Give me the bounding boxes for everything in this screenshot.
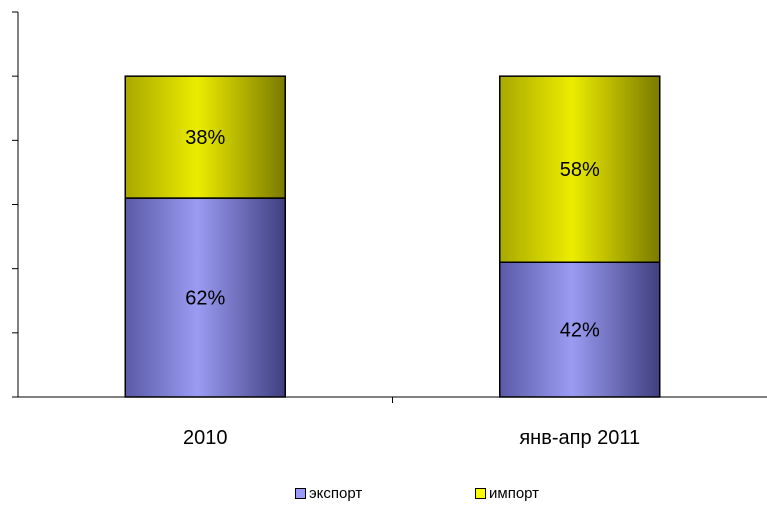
data-label: 42% [560,320,600,342]
bar-segment-import [124,75,286,199]
legend-item-export: экспорт [295,485,362,502]
legend-label-export: экспорт [309,485,363,502]
data-label: 62% [185,288,225,310]
legend-swatch-export [295,488,306,499]
bar-segment-export [499,261,661,398]
labels: 62% 38% 2010 42% 58% янв-апр 2011 [183,127,640,449]
legend: экспорт импорт [0,485,767,507]
x-tick-label: янв-апр 2011 [519,427,640,449]
bars [124,75,661,398]
legend-item-import: импорт [475,485,539,502]
x-tick-label: 2010 [183,427,228,449]
legend-swatch-import [475,488,486,499]
legend-label-import: импорт [489,485,540,502]
data-label: 58% [560,159,600,181]
bar-segment-import [499,75,661,263]
data-label: 38% [185,127,225,149]
